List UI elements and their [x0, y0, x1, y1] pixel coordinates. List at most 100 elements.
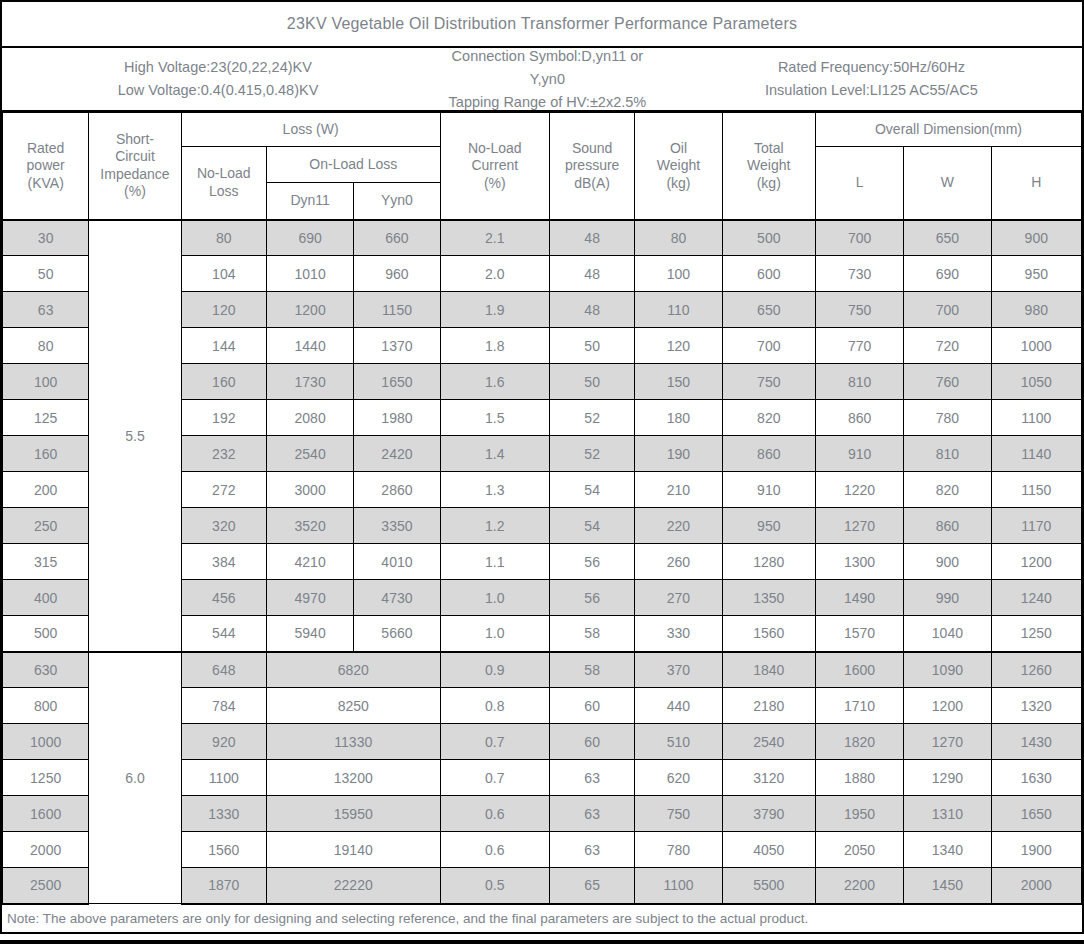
cell-sound-pressure: 52	[549, 400, 634, 436]
cell-dim-h: 1240	[991, 580, 1081, 616]
cell-on-load-loss-yyn0: 2420	[354, 436, 440, 472]
cell-rated-power: 1000	[3, 724, 89, 760]
info-frequency: Rated Frequency:50Hz/60Hz Insulation Lev…	[661, 56, 1082, 102]
cell-sound-pressure: 60	[549, 688, 634, 724]
cell-oil-weight: 620	[635, 760, 722, 796]
cell-no-load-current: 0.6	[440, 832, 549, 868]
cell-dim-l: 2050	[815, 832, 903, 868]
header-on-load-loss: On-Load Loss	[266, 147, 440, 183]
cell-dim-w: 820	[904, 472, 991, 508]
cell-dim-w: 1340	[904, 832, 991, 868]
sheet-frame: 23KV Vegetable Oil Distribution Transfor…	[0, 0, 1084, 934]
cell-dim-l: 1490	[815, 580, 903, 616]
header-rated-power: Rated power (KVA)	[3, 113, 89, 220]
cell-on-load-loss-yyn0: 3350	[354, 508, 440, 544]
cell-dim-h: 1150	[991, 472, 1081, 508]
cell-sound-pressure: 50	[549, 328, 634, 364]
cell-no-load-loss: 1330	[181, 796, 266, 832]
cell-oil-weight: 150	[635, 364, 722, 400]
cell-dim-h: 1320	[991, 688, 1081, 724]
cell-dim-l: 860	[815, 400, 903, 436]
cell-impedance: 6.0	[89, 652, 181, 904]
cell-no-load-loss: 456	[181, 580, 266, 616]
cell-no-load-current: 0.9	[440, 652, 549, 688]
cell-on-load-loss: 22220	[266, 868, 440, 904]
info-connection: Connection Symbol:D,yn11 or Y,yn0 Tappin…	[434, 45, 661, 114]
info-insulation-level: Insulation Level:LI125 AC55/AC5	[661, 79, 1082, 102]
header-dim-l: L	[815, 147, 903, 220]
cell-sound-pressure: 48	[549, 256, 634, 292]
cell-sound-pressure: 48	[549, 220, 634, 256]
cell-dim-l: 1820	[815, 724, 903, 760]
cell-oil-weight: 180	[635, 400, 722, 436]
cell-sound-pressure: 54	[549, 508, 634, 544]
cell-dim-h: 1170	[991, 508, 1081, 544]
cell-sound-pressure: 56	[549, 580, 634, 616]
cell-sound-pressure: 54	[549, 472, 634, 508]
table-body: 305.5806906602.1488050070065090050104101…	[3, 220, 1082, 904]
cell-oil-weight: 750	[635, 796, 722, 832]
cell-sound-pressure: 63	[549, 760, 634, 796]
cell-rated-power: 200	[3, 472, 89, 508]
header-no-load-current: No-Load Current (%)	[440, 113, 549, 220]
cell-dim-w: 1270	[904, 724, 991, 760]
cell-no-load-current: 0.7	[440, 724, 549, 760]
cell-no-load-current: 0.6	[440, 796, 549, 832]
cell-on-load-loss-dyn11: 2080	[266, 400, 353, 436]
cell-dim-l: 770	[815, 328, 903, 364]
info-high-voltage: High Voltage:23(20,22,24)KV	[2, 56, 434, 79]
cell-no-load-current: 1.5	[440, 400, 549, 436]
cell-total-weight: 3790	[722, 796, 815, 832]
cell-no-load-current: 1.8	[440, 328, 549, 364]
bottom-rule	[0, 940, 1084, 944]
cell-no-load-loss: 920	[181, 724, 266, 760]
info-voltage: High Voltage:23(20,22,24)KV Low Voltage:…	[2, 56, 434, 102]
cell-dim-l: 910	[815, 436, 903, 472]
cell-dim-h: 1000	[991, 328, 1081, 364]
parameters-table: Rated power (KVA) Short- Circuit Impedan…	[2, 112, 1082, 905]
cell-total-weight: 700	[722, 328, 815, 364]
cell-dim-l: 1300	[815, 544, 903, 580]
cell-total-weight: 3120	[722, 760, 815, 796]
cell-dim-w: 1310	[904, 796, 991, 832]
cell-no-load-loss: 784	[181, 688, 266, 724]
cell-no-load-current: 0.7	[440, 760, 549, 796]
cell-oil-weight: 260	[635, 544, 722, 580]
cell-rated-power: 1250	[3, 760, 89, 796]
note-bar: Note: The above parameters are only for …	[2, 905, 1082, 932]
cell-no-load-loss: 1100	[181, 760, 266, 796]
cell-dim-w: 900	[904, 544, 991, 580]
table-row: 305.5806906602.14880500700650900	[3, 220, 1082, 256]
cell-on-load-loss-yyn0: 1650	[354, 364, 440, 400]
cell-dim-l: 810	[815, 364, 903, 400]
cell-total-weight: 2540	[722, 724, 815, 760]
cell-dim-h: 900	[991, 220, 1081, 256]
cell-no-load-loss: 104	[181, 256, 266, 292]
cell-dim-w: 780	[904, 400, 991, 436]
cell-rated-power: 2000	[3, 832, 89, 868]
cell-total-weight: 1280	[722, 544, 815, 580]
cell-no-load-current: 1.0	[440, 616, 549, 652]
cell-oil-weight: 780	[635, 832, 722, 868]
header-impedance: Short- Circuit Impedance (%)	[89, 113, 181, 220]
cell-dim-l: 750	[815, 292, 903, 328]
cell-no-load-current: 1.2	[440, 508, 549, 544]
cell-on-load-loss-dyn11: 2540	[266, 436, 353, 472]
cell-total-weight: 820	[722, 400, 815, 436]
cell-rated-power: 160	[3, 436, 89, 472]
cell-on-load-loss: 15950	[266, 796, 440, 832]
cell-on-load-loss-dyn11: 3000	[266, 472, 353, 508]
cell-no-load-current: 2.0	[440, 256, 549, 292]
cell-no-load-loss: 160	[181, 364, 266, 400]
cell-rated-power: 500	[3, 616, 89, 652]
header-loss: Loss (W)	[181, 113, 440, 147]
cell-no-load-current: 0.5	[440, 868, 549, 904]
info-connection-symbol: Connection Symbol:D,yn11 or Y,yn0	[434, 45, 661, 91]
header-total-weight: Total Weight (kg)	[722, 113, 815, 220]
cell-rated-power: 400	[3, 580, 89, 616]
cell-total-weight: 650	[722, 292, 815, 328]
cell-oil-weight: 210	[635, 472, 722, 508]
cell-sound-pressure: 52	[549, 436, 634, 472]
cell-dim-h: 1050	[991, 364, 1081, 400]
cell-on-load-loss-dyn11: 5940	[266, 616, 353, 652]
